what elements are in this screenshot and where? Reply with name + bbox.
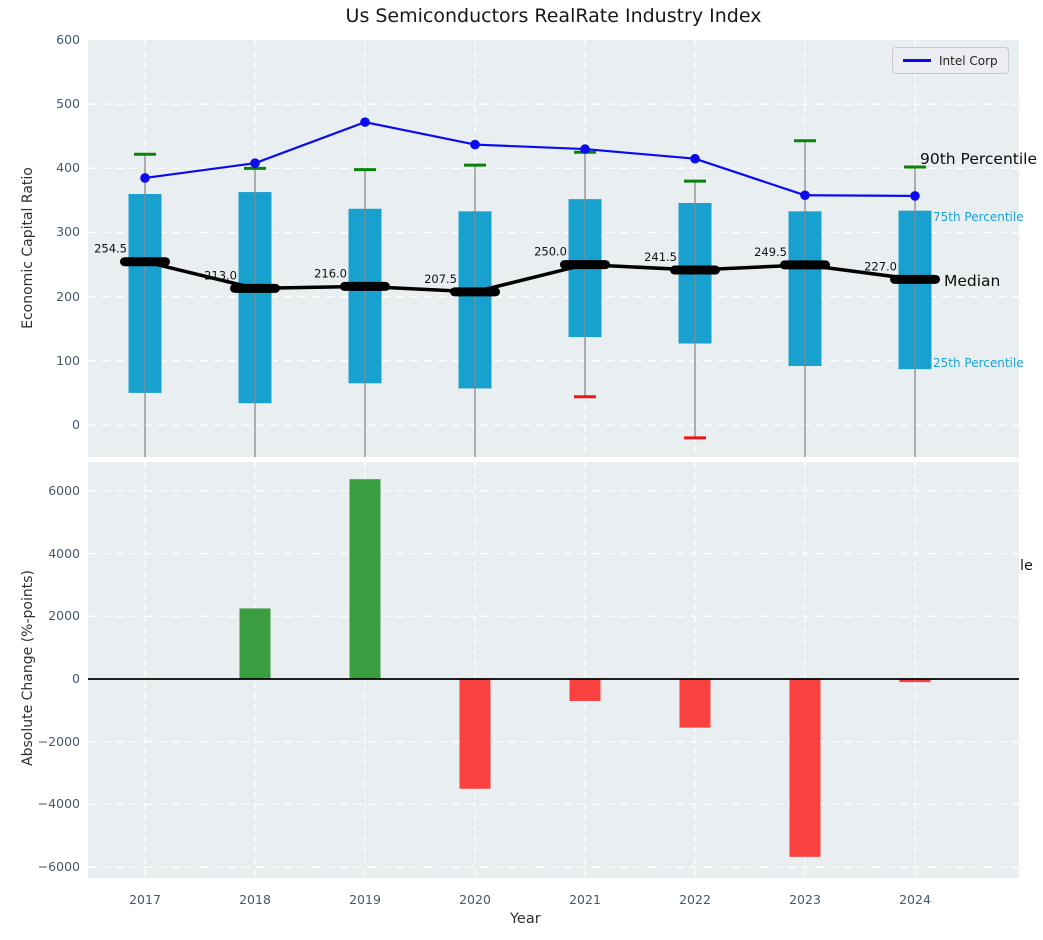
median-value-label-2021: 250.0 bbox=[534, 245, 567, 259]
change-bar-2020 bbox=[459, 679, 491, 789]
median-marker-2022 bbox=[670, 265, 720, 275]
median-marker-2017 bbox=[120, 257, 170, 267]
xtick-2018: 2018 bbox=[239, 892, 271, 907]
annotation-25th-percentile: 25th Percentile bbox=[933, 356, 1024, 370]
change-bar-2018 bbox=[239, 608, 271, 679]
xtick-2021: 2021 bbox=[569, 892, 601, 907]
intel-dot-2024 bbox=[910, 191, 920, 201]
median-value-label-2023: 249.5 bbox=[754, 245, 787, 259]
annotation-median: Median bbox=[944, 272, 1001, 290]
top-plot-panel: 254.5 213.0 216.0 207.5 250.0 241.5 249.5 227.0 bbox=[88, 40, 1019, 457]
median-value-label-2022: 241.5 bbox=[644, 250, 677, 264]
bottom-ytick-4000: 4000 bbox=[48, 545, 80, 561]
legend-line-swatch bbox=[903, 59, 931, 62]
intel-dot-2021 bbox=[580, 144, 590, 154]
median-marker-2020 bbox=[450, 287, 500, 297]
annotation-90th-percentile: 90th Percentile bbox=[920, 150, 1038, 168]
intel-dot-2019 bbox=[360, 117, 370, 127]
median-value-label-2018: 213.0 bbox=[204, 268, 237, 282]
top-ytick-300: 300 bbox=[56, 224, 80, 240]
top-ytick-100: 100 bbox=[56, 352, 80, 368]
intel-line bbox=[144, 120, 916, 198]
bottom-ytick-6000: 6000 bbox=[48, 482, 80, 498]
top-chart-svg: 254.5 213.0 216.0 207.5 250.0 241.5 249.5 227.0 bbox=[88, 40, 1019, 457]
bottom-ytick-0: 0 bbox=[72, 671, 80, 686]
xtick-2024: 2024 bbox=[899, 892, 931, 907]
median-value-label-2020: 207.5 bbox=[424, 272, 457, 286]
xtick-2023: 2023 bbox=[789, 892, 821, 907]
median-marker-2018 bbox=[230, 283, 280, 293]
median-value-label-2017: 254.5 bbox=[94, 242, 127, 256]
median-marker-2024 bbox=[890, 274, 940, 284]
intel-dot-2020 bbox=[470, 139, 480, 150]
median-marker-2023 bbox=[780, 260, 830, 270]
median-marker-2021 bbox=[560, 260, 610, 270]
annotation-clipped-text: le bbox=[1020, 558, 1033, 574]
bottom-ytick-−6000: −6000 bbox=[37, 859, 80, 875]
bottom-ytick-−4000: −4000 bbox=[37, 796, 80, 812]
xtick-2020: 2020 bbox=[459, 892, 491, 907]
change-bar-2024 bbox=[899, 679, 931, 683]
top-ytick-200: 200 bbox=[56, 288, 80, 304]
intel-dot-2017 bbox=[140, 173, 150, 183]
annotation-75th-percentile: 75th Percentile bbox=[933, 210, 1024, 224]
change-bar-2019 bbox=[349, 479, 381, 679]
intel-dot-2018 bbox=[250, 158, 260, 168]
top-ytick-500: 500 bbox=[56, 96, 80, 112]
bottom-ytick-2000: 2000 bbox=[48, 608, 80, 624]
bottom-ytick-−2000: −2000 bbox=[37, 733, 80, 749]
xtick-2017: 2017 bbox=[129, 892, 161, 907]
top-y-axis-label: Economic Capital Ratio bbox=[20, 167, 36, 329]
x-axis-label: Year bbox=[510, 911, 541, 927]
top-ytick-0: 0 bbox=[72, 417, 80, 432]
chart-title: Us Semiconductors RealRate Industry Inde… bbox=[345, 5, 762, 27]
median-marker-2019 bbox=[340, 281, 390, 291]
xtick-2019: 2019 bbox=[349, 892, 381, 907]
median-value-label-2019: 216.0 bbox=[314, 266, 347, 280]
change-bar-2022 bbox=[679, 679, 711, 728]
bottom-chart-svg bbox=[88, 462, 1019, 878]
intel-dot-2023 bbox=[800, 190, 810, 201]
xtick-2022: 2022 bbox=[679, 892, 711, 907]
top-ytick-400: 400 bbox=[56, 160, 80, 176]
legend-label: Intel Corp bbox=[939, 53, 998, 68]
bottom-plot-panel bbox=[88, 462, 1019, 878]
top-ytick-600: 600 bbox=[56, 31, 80, 47]
change-bar-2021 bbox=[569, 679, 601, 701]
median-value-label-2024: 227.0 bbox=[864, 259, 897, 273]
change-bar-2023 bbox=[789, 679, 821, 857]
legend: Intel Corp bbox=[892, 47, 1009, 74]
intel-dot-2022 bbox=[690, 153, 700, 164]
